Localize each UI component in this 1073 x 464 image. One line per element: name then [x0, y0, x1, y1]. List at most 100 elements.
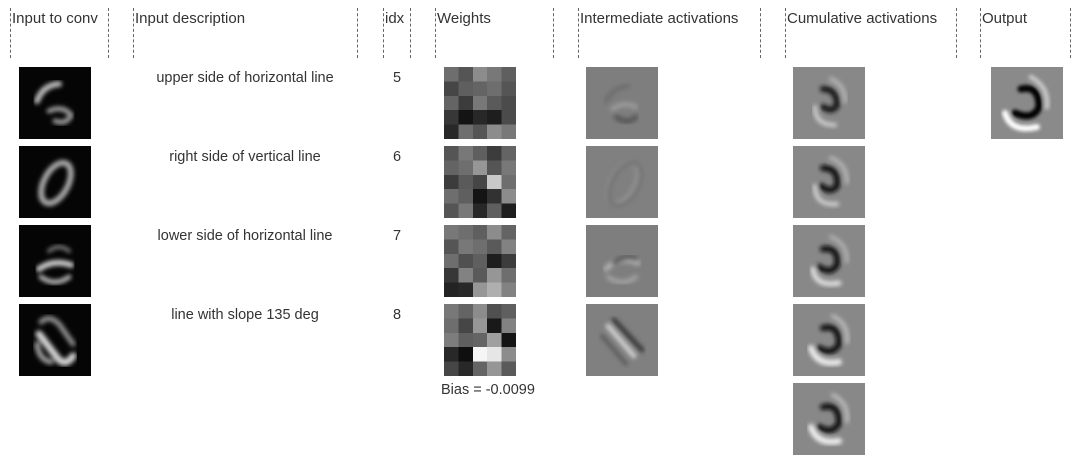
weight-cell: [487, 253, 502, 269]
weight-cell: [501, 110, 516, 125]
weight-cell: [444, 95, 459, 111]
weight-cell: [444, 361, 459, 376]
weight-cell: [458, 253, 474, 269]
header-weights: Weights: [437, 10, 491, 27]
weight-cell: [487, 189, 502, 204]
weight-cell: [487, 268, 502, 283]
input-image-3: [19, 225, 91, 297]
input-description: upper side of horizontal line: [156, 70, 334, 86]
weight-cell: [458, 361, 474, 376]
divider: [435, 8, 436, 58]
weight-cell: [487, 282, 502, 297]
weight-cell: [501, 225, 516, 240]
weight-cell: [487, 332, 502, 348]
weight-cell: [487, 347, 502, 362]
weight-cell: [444, 304, 459, 319]
weight-cell: [501, 146, 516, 161]
weight-cell: [444, 174, 459, 190]
weight-cell: [472, 146, 488, 161]
weight-cell: [501, 174, 516, 190]
weight-cell: [444, 239, 459, 255]
weight-cell: [487, 95, 502, 111]
header-idx: idx: [385, 10, 405, 27]
weight-cell: [472, 304, 488, 319]
weight-cell: [444, 332, 459, 348]
weight-cell: [487, 318, 502, 334]
intermediate-activation-4: [586, 304, 658, 376]
weight-cell: [444, 225, 459, 240]
weight-cell: [501, 282, 516, 297]
weight-cell: [472, 174, 488, 190]
weight-cell: [458, 67, 474, 82]
weight-cell: [501, 361, 516, 376]
input-description: right side of vertical line: [169, 149, 321, 165]
weight-cell: [444, 203, 459, 218]
cumulative-activation-1: [793, 67, 865, 139]
weight-cell: [501, 304, 516, 319]
weight-cell: [501, 124, 516, 139]
divider: [980, 8, 981, 58]
header-cumulative-activations: Cumulative activations: [787, 10, 938, 27]
weight-cell: [472, 160, 488, 176]
weight-cell: [501, 347, 516, 362]
weight-cell: [487, 361, 502, 376]
input-description: lower side of horizontal line: [157, 228, 333, 244]
weight-cell: [472, 268, 488, 283]
weight-cell: [472, 67, 488, 82]
weight-cell: [458, 189, 474, 204]
output-activation: [991, 67, 1063, 139]
weight-cell: [501, 239, 516, 255]
divider: [410, 8, 411, 58]
weight-cell: [458, 239, 474, 255]
weight-cell: [472, 124, 488, 139]
row-idx: 5: [392, 70, 402, 86]
input-image-1: [19, 67, 91, 139]
divider: [578, 8, 579, 58]
input-image-2: [19, 146, 91, 218]
cumulative-activation-3: [793, 225, 865, 297]
weight-cell: [444, 318, 459, 334]
weight-cell: [487, 81, 502, 97]
weight-cell: [501, 318, 516, 334]
weight-cell: [487, 67, 502, 82]
weight-cell: [458, 332, 474, 348]
weight-cell: [472, 332, 488, 348]
divider: [553, 8, 554, 58]
weight-cell: [487, 225, 502, 240]
weight-cell: [472, 110, 488, 125]
cumulative-activation-5: [793, 383, 865, 455]
weight-cell: [444, 110, 459, 125]
bias-label: Bias = -0.0099: [441, 382, 535, 398]
weight-cell: [444, 124, 459, 139]
header-intermediate-activations: Intermediate activations: [580, 10, 739, 27]
weight-cell: [487, 110, 502, 125]
weight-cell: [472, 253, 488, 269]
weight-cell: [487, 304, 502, 319]
weight-cell: [501, 332, 516, 348]
cumulative-activation-4: [793, 304, 865, 376]
weights-kernel-4: [444, 304, 516, 376]
weight-cell: [501, 268, 516, 283]
weight-cell: [458, 225, 474, 240]
weight-cell: [501, 160, 516, 176]
weights-kernel-3: [444, 225, 516, 297]
weight-cell: [458, 347, 474, 362]
weight-cell: [458, 124, 474, 139]
weight-cell: [472, 239, 488, 255]
cumulative-activation-2: [793, 146, 865, 218]
weight-cell: [501, 95, 516, 111]
weight-cell: [444, 347, 459, 362]
weight-cell: [472, 81, 488, 97]
weights-kernel-1: [444, 67, 516, 139]
weight-cell: [458, 203, 474, 218]
weight-cell: [458, 95, 474, 111]
intermediate-activation-1: [586, 67, 658, 139]
weight-cell: [487, 146, 502, 161]
weight-cell: [444, 268, 459, 283]
weight-cell: [487, 124, 502, 139]
weight-cell: [444, 253, 459, 269]
weight-cell: [444, 160, 459, 176]
weight-cell: [472, 318, 488, 334]
divider: [760, 8, 761, 58]
divider: [133, 8, 134, 58]
